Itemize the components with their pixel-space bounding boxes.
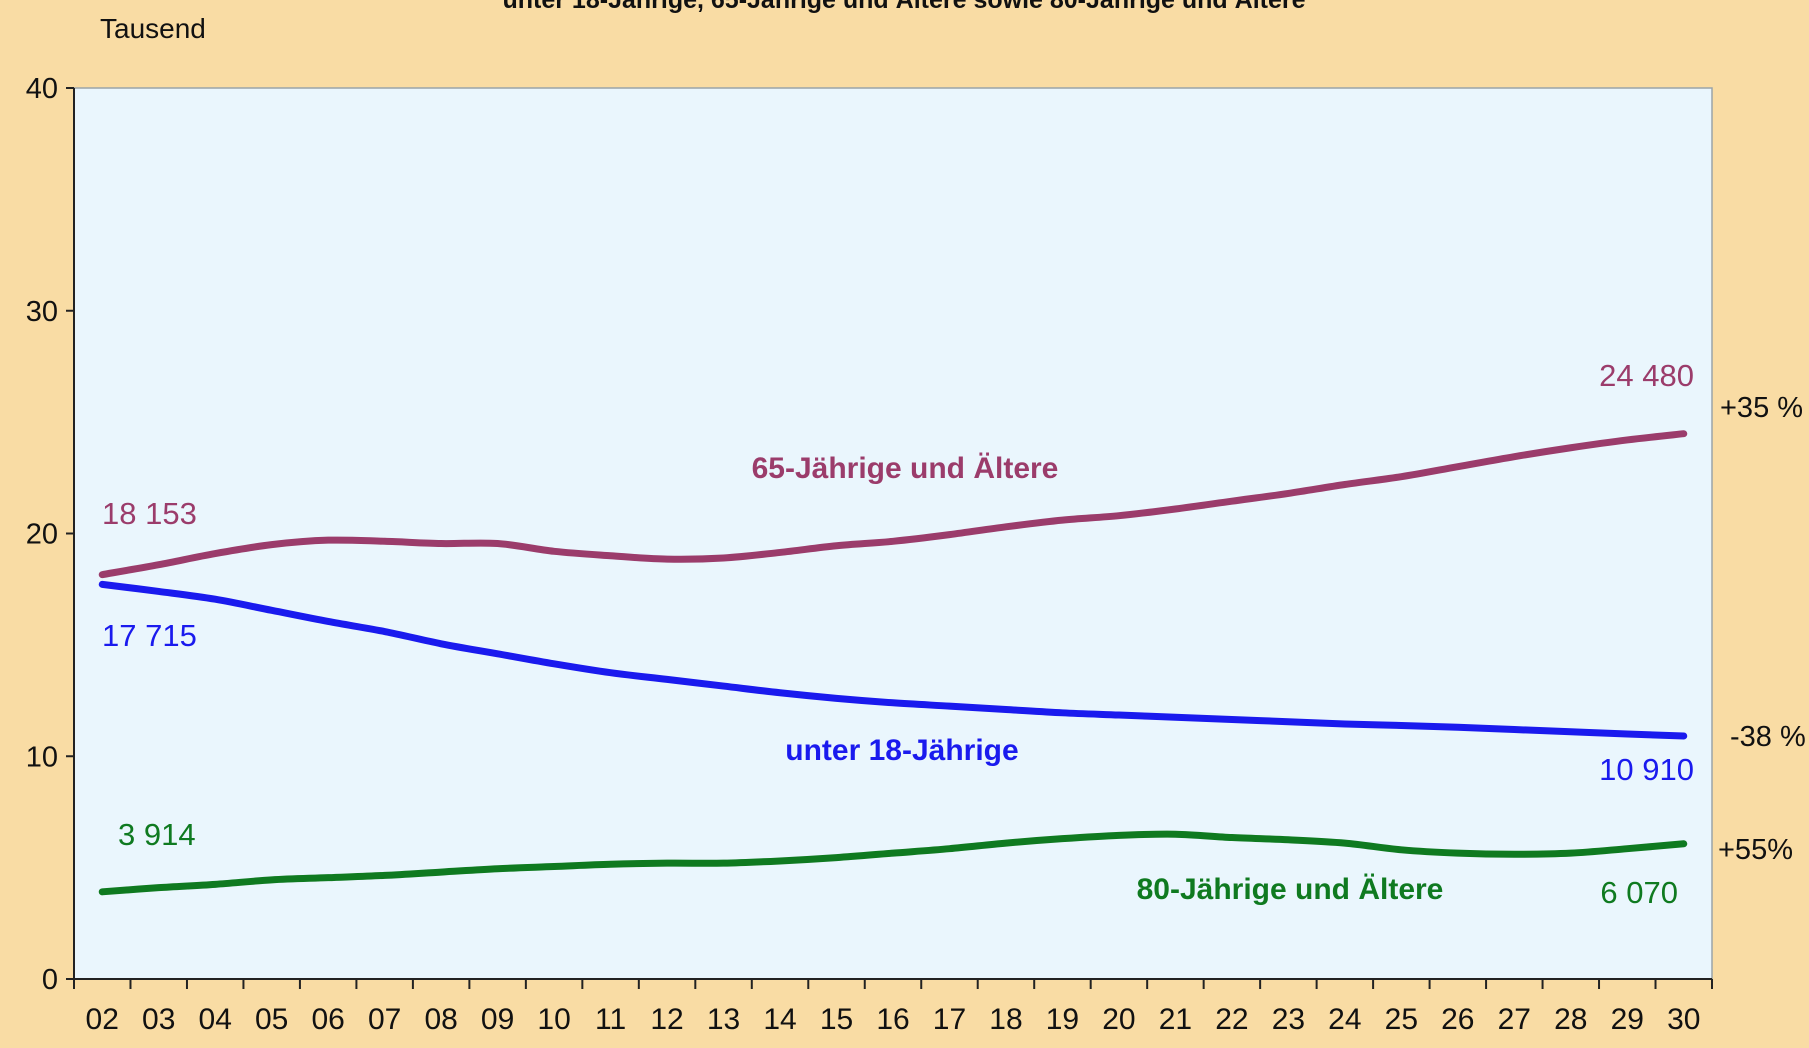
data-label-start-80: 3 914 — [118, 817, 196, 852]
x-tick-label: 21 — [1159, 1003, 1192, 1036]
x-tick-label: 16 — [876, 1003, 909, 1036]
data-label-start-65: 18 153 — [102, 496, 197, 531]
x-tick-label: 12 — [650, 1003, 683, 1036]
change-label-80: +55% — [1718, 834, 1793, 866]
x-tick-label: 10 — [537, 1003, 570, 1036]
x-tick-label: 30 — [1667, 1003, 1700, 1036]
series-layer — [98, 430, 1688, 896]
change-label-u18: -38 % — [1730, 721, 1806, 753]
x-tick-label: 13 — [707, 1003, 740, 1036]
data-label-end-80: 6 070 — [1600, 875, 1678, 910]
series-label-80: 80-Jährige und Ältere — [1137, 873, 1444, 906]
x-tick-label: 20 — [1102, 1003, 1135, 1036]
x-tick-label: 07 — [368, 1003, 401, 1036]
x-tick-label: 02 — [86, 1003, 119, 1036]
x-tick-label: 28 — [1554, 1003, 1587, 1036]
x-tick-label: 06 — [311, 1003, 344, 1036]
x-tick-label: 03 — [142, 1003, 175, 1036]
data-label-start-u18: 17 715 — [102, 618, 197, 653]
x-tick-label: 25 — [1385, 1003, 1418, 1036]
y-tick-label: 10 — [26, 741, 58, 773]
axes: 0 10 20 30 40 02 03 04 05 06 07 08 09 10 11 12 13 14 15 16 1… — [26, 73, 1713, 1036]
y-tick-label: 30 — [26, 296, 58, 328]
series-line-1 — [98, 580, 1688, 740]
labels-layer: 18 153 24 480 65-Jährige und Ältere +35 % 17… — [102, 358, 1806, 910]
x-tick-label: 05 — [255, 1003, 288, 1036]
y-tick-label: 40 — [26, 73, 58, 105]
y-axis-label: Tausend — [100, 13, 206, 44]
x-tick-label: 24 — [1328, 1003, 1361, 1036]
x-tick-label: 09 — [481, 1003, 514, 1036]
series-line-2 — [98, 830, 1688, 896]
x-tick-label: 27 — [1498, 1003, 1531, 1036]
x-tick-label: 19 — [1046, 1003, 1079, 1036]
data-label-end-65: 24 480 — [1599, 358, 1694, 393]
x-tick-label: 04 — [199, 1003, 232, 1036]
change-label-65: +35 % — [1720, 392, 1803, 424]
series-label-65: 65-Jährige und Ältere — [752, 452, 1059, 485]
x-tick-label: 11 — [595, 1003, 626, 1036]
x-tick-label: 23 — [1272, 1003, 1305, 1036]
chart-title: unter 18-Jährige, 65-Jährige und Ältere … — [502, 0, 1305, 14]
x-tick-label: 17 — [933, 1003, 966, 1036]
series-line-0 — [98, 430, 1688, 579]
y-tick-label: 20 — [26, 519, 58, 551]
plot-area — [73, 87, 1713, 980]
x-tick-label: 26 — [1441, 1003, 1474, 1036]
x-tick-label: 15 — [820, 1003, 853, 1036]
x-tick-label: 08 — [424, 1003, 457, 1036]
x-tick-label: 29 — [1611, 1003, 1644, 1036]
series-label-u18: unter 18-Jährige — [785, 734, 1018, 767]
x-tick-label: 18 — [989, 1003, 1022, 1036]
x-tick-label: 22 — [1215, 1003, 1248, 1036]
data-label-end-u18: 10 910 — [1599, 752, 1694, 787]
x-tick-label: 14 — [763, 1003, 796, 1036]
y-tick-label: 0 — [42, 964, 58, 996]
